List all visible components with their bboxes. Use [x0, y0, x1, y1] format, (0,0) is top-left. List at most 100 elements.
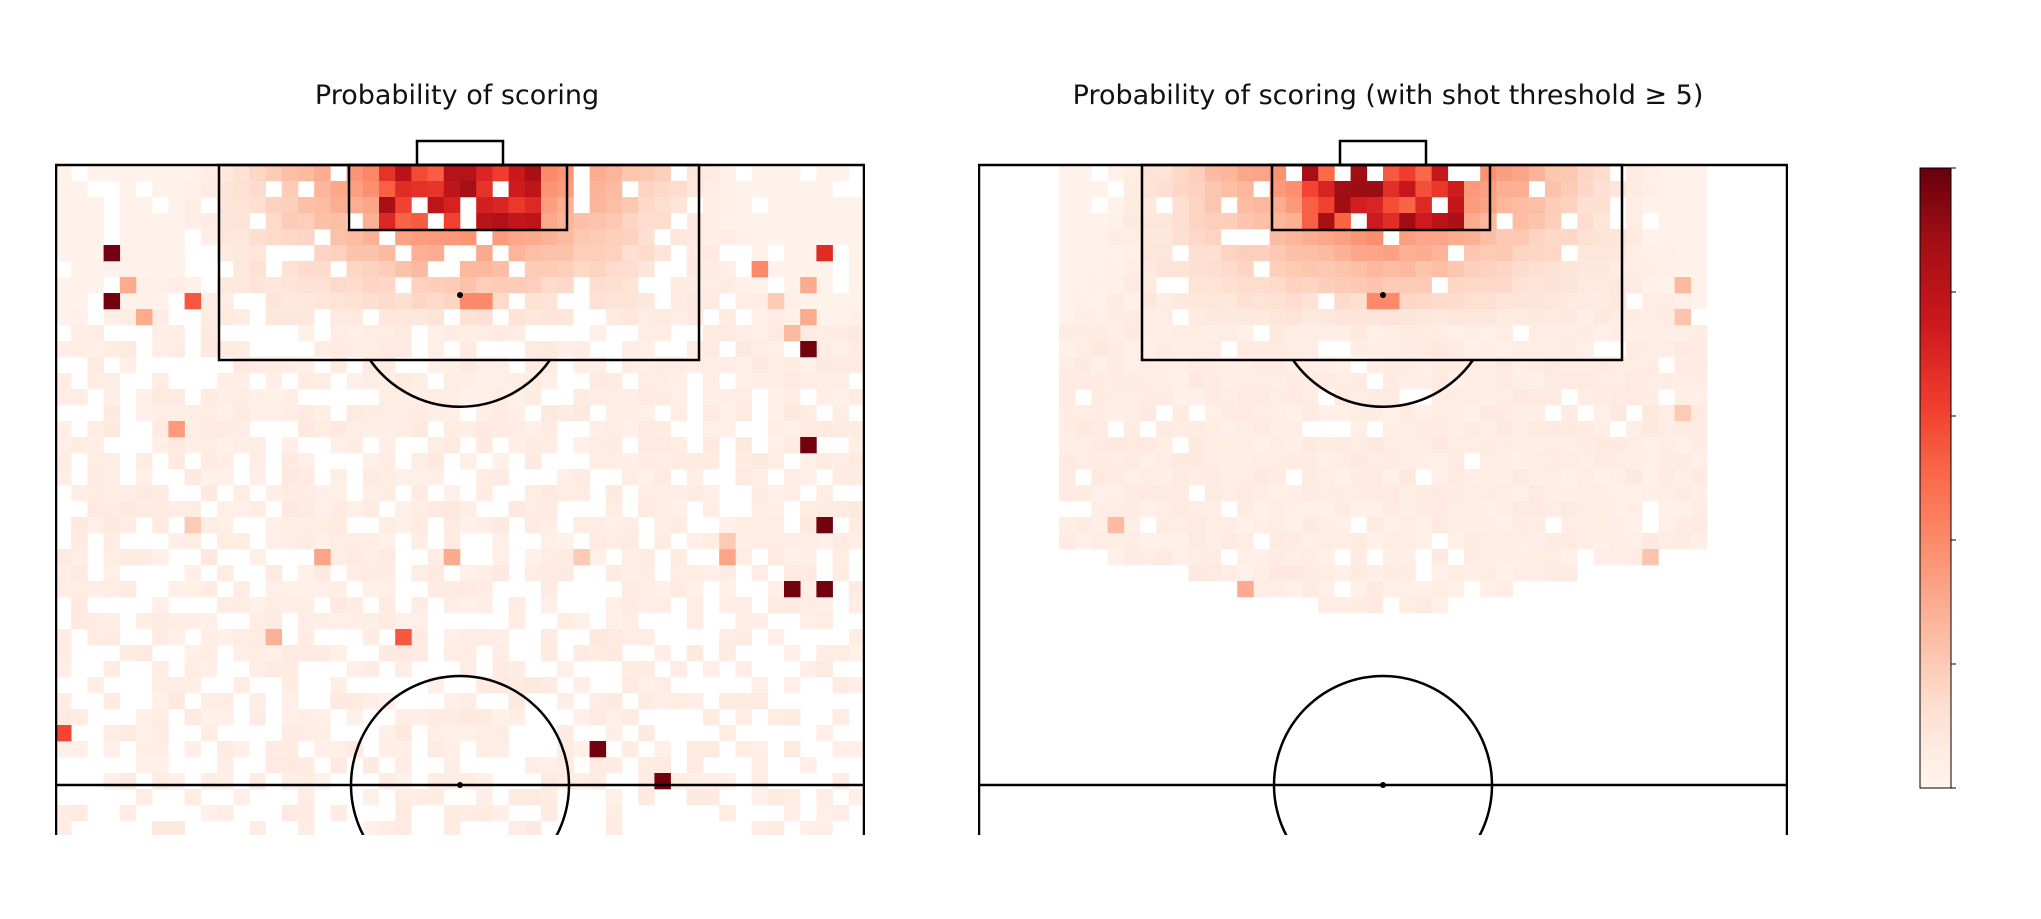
heatmap-cell — [443, 725, 461, 742]
heatmap-cell — [362, 549, 380, 566]
heatmap-cell — [1269, 181, 1287, 198]
heatmap-cell — [460, 725, 477, 742]
heatmap-cell — [346, 597, 364, 614]
heatmap-cell — [249, 501, 266, 518]
heatmap-cell — [1480, 293, 1497, 310]
heatmap-cell — [622, 229, 639, 246]
heatmap-cell — [1431, 549, 1449, 566]
heatmap-cell — [832, 165, 850, 182]
heatmap-cell — [638, 565, 655, 582]
heatmap-cell — [1091, 405, 1108, 422]
heatmap-cell — [1253, 389, 1270, 406]
heatmap-cell — [152, 261, 169, 278]
heatmap-cell — [1285, 309, 1303, 326]
heatmap-cell — [1496, 501, 1513, 518]
heatmap-cell — [1447, 581, 1465, 598]
heatmap-cell — [103, 485, 121, 502]
heatmap-cell — [298, 165, 315, 182]
heatmap-cell — [492, 629, 509, 646]
heatmap-cell — [217, 213, 234, 230]
heatmap-cell — [1626, 533, 1643, 550]
heatmap-cell — [298, 293, 315, 310]
heatmap-cell — [168, 389, 185, 406]
heatmap-cell — [800, 517, 817, 534]
heatmap-cell — [735, 693, 752, 710]
heatmap-cell — [476, 581, 493, 598]
heatmap-cell — [1496, 517, 1513, 534]
heatmap-cell — [1447, 293, 1465, 310]
heatmap-cell — [1431, 485, 1449, 502]
heatmap-cell — [1269, 581, 1287, 598]
heatmap-cell — [1107, 293, 1125, 310]
heatmap-cell — [1431, 517, 1449, 534]
heatmap-cell — [1626, 165, 1643, 182]
heatmap-cell — [1577, 373, 1594, 390]
heatmap-cell — [395, 165, 412, 182]
heatmap-cell — [1593, 293, 1611, 310]
heatmap-cell — [670, 309, 688, 326]
heatmap-cell — [443, 517, 461, 534]
heatmap-cell — [1285, 325, 1303, 342]
heatmap-cell — [103, 629, 121, 646]
heatmap-cell — [411, 613, 428, 630]
heatmap-cell — [1253, 309, 1270, 326]
heatmap-cell — [751, 469, 769, 486]
heatmap-cell — [217, 469, 234, 486]
heatmap-cell — [298, 453, 315, 470]
heatmap-cell — [1415, 453, 1432, 470]
heatmap-cell — [541, 581, 558, 598]
heatmap-cell — [1399, 325, 1416, 342]
heatmap-cell — [379, 533, 396, 550]
heatmap-cells — [55, 165, 865, 835]
heatmap-cell — [217, 405, 234, 422]
heatmap-cell — [184, 469, 202, 486]
heatmap-cell — [767, 229, 785, 246]
heatmap-cell — [800, 229, 817, 246]
heatmap-cell — [1156, 325, 1173, 342]
heatmap-cell — [1253, 213, 1270, 230]
heatmap-cell — [1561, 229, 1578, 246]
heatmap-cell — [233, 501, 250, 518]
heatmap-cell — [557, 757, 574, 774]
heatmap-cell — [1156, 421, 1173, 438]
heatmap-cell — [638, 421, 655, 438]
heatmap-cell — [1431, 261, 1449, 278]
heatmap-cell — [670, 389, 688, 406]
heatmap-cell — [1253, 501, 1270, 518]
heatmap-cell — [1496, 309, 1513, 326]
heatmap-cell — [622, 405, 639, 422]
heatmap-cell — [1383, 261, 1400, 278]
heatmap-cell — [411, 533, 428, 550]
heatmap-cell — [1415, 581, 1432, 598]
heatmap-cell — [103, 469, 121, 486]
heatmap-cell — [281, 437, 299, 454]
heatmap-cell — [1334, 485, 1351, 502]
heatmap-cell — [103, 693, 121, 710]
heatmap-cell — [1496, 277, 1513, 294]
heatmap-cell-highlight — [719, 533, 736, 550]
heatmap-cell — [638, 597, 655, 614]
heatmap-cell — [589, 757, 607, 774]
heatmap-cell — [1123, 325, 1141, 342]
heatmap-cell — [784, 469, 801, 486]
heatmap-cell — [1609, 517, 1627, 534]
heatmap-cell — [200, 773, 218, 790]
heatmap-cell — [184, 581, 202, 598]
heatmap-cell — [832, 501, 850, 518]
heatmap-cell — [1447, 533, 1465, 550]
heatmap-cell — [1674, 341, 1692, 358]
heatmap-cell — [1285, 581, 1303, 598]
heatmap-cell — [1447, 517, 1465, 534]
heatmap-cell — [816, 597, 833, 614]
heatmap-cell — [233, 213, 250, 230]
heatmap-cell — [1253, 581, 1270, 598]
heatmap-cell — [622, 165, 639, 182]
heatmap-cell — [298, 469, 315, 486]
heatmap-cell — [605, 709, 623, 726]
heatmap-cell — [233, 741, 250, 758]
heatmap-cell — [686, 453, 704, 470]
heatmap-cell — [1690, 389, 1708, 406]
heatmap-cell — [411, 277, 428, 294]
heatmap-cell — [443, 181, 461, 198]
heatmap-cell — [573, 405, 590, 422]
